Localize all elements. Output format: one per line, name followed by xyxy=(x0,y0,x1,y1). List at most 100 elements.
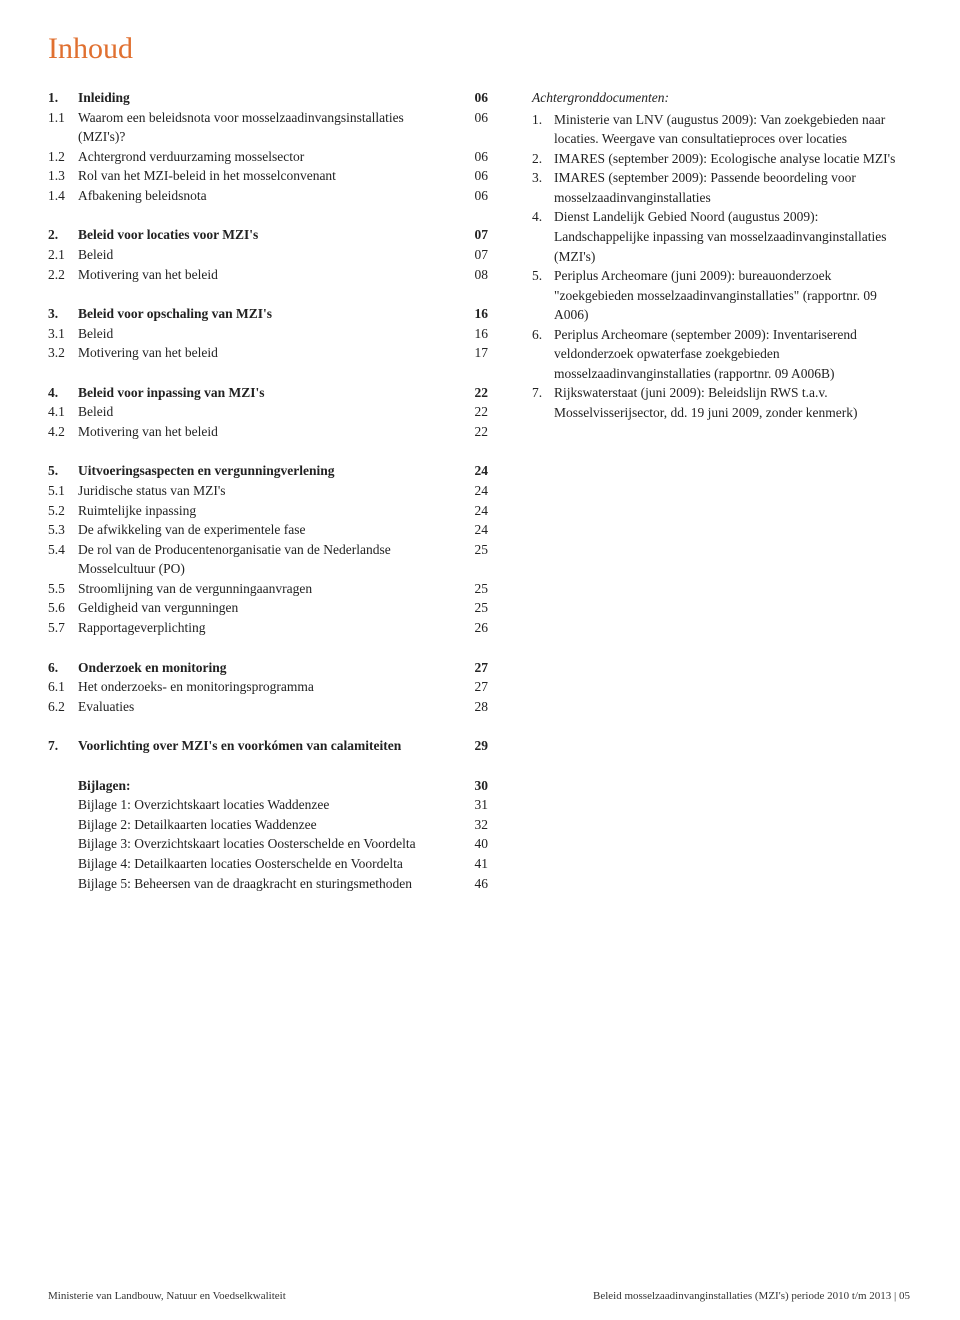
toc-page: 30 xyxy=(460,776,488,796)
toc-page: 24 xyxy=(460,520,488,540)
toc-text: Uitvoeringsaspecten en vergunningverleni… xyxy=(78,461,460,481)
toc-number: 4.2 xyxy=(48,422,78,442)
toc-number: 5.1 xyxy=(48,481,78,501)
toc-page: 17 xyxy=(460,343,488,363)
toc-text: Rapportageverplichting xyxy=(78,618,460,638)
toc-page: 28 xyxy=(460,697,488,717)
toc-text: Motivering van het beleid xyxy=(78,422,460,442)
toc-page: 25 xyxy=(460,540,488,579)
toc-page: 24 xyxy=(460,501,488,521)
toc-number xyxy=(48,795,78,815)
toc-text: De afwikkeling van de experimentele fase xyxy=(78,520,460,540)
toc-page: 16 xyxy=(460,324,488,344)
toc-number: 2.2 xyxy=(48,265,78,285)
toc-number: 4. xyxy=(48,383,78,403)
toc-text: Afbakening beleidsnota xyxy=(78,186,460,206)
toc-section: 2.Beleid voor locaties voor MZI's072.1Be… xyxy=(48,225,488,284)
toc-page: 40 xyxy=(460,834,488,854)
achtergrond-number: 6. xyxy=(532,325,554,384)
toc-text: Beleid xyxy=(78,245,460,265)
toc-number xyxy=(48,815,78,835)
toc-text: Onderzoek en monitoring xyxy=(78,658,460,678)
toc-number xyxy=(48,874,78,894)
toc-row: Bijlage 2: Detailkaarten locaties Wadden… xyxy=(48,815,488,835)
toc-page: 22 xyxy=(460,422,488,442)
page-title: Inhoud xyxy=(48,32,910,66)
achtergrond-text: Ministerie van LNV (augustus 2009): Van … xyxy=(554,110,902,149)
achtergrond-number: 4. xyxy=(532,207,554,266)
toc-number: 1. xyxy=(48,88,78,108)
achtergrond-number: 2. xyxy=(532,149,554,169)
achtergrond-text: IMARES (september 2009): Ecologische ana… xyxy=(554,149,902,169)
toc-row: 1.1Waarom een beleidsnota voor mosselzaa… xyxy=(48,108,488,147)
toc-text: Bijlage 5: Beheersen van de draagkracht … xyxy=(78,874,460,894)
toc-row: Bijlage 1: Overzichtskaart locaties Wadd… xyxy=(48,795,488,815)
toc-page: 06 xyxy=(460,108,488,147)
toc-row: 5.2Ruimtelijke inpassing24 xyxy=(48,501,488,521)
toc-number: 5. xyxy=(48,461,78,481)
achtergrond-title: Achtergronddocumenten: xyxy=(532,88,902,108)
content-columns: 1.Inleiding061.1Waarom een beleidsnota v… xyxy=(48,88,910,913)
achtergrond-number: 5. xyxy=(532,266,554,325)
toc-text: Ruimtelijke inpassing xyxy=(78,501,460,521)
toc-row: 1.2Achtergrond verduurzaming mosselsecto… xyxy=(48,147,488,167)
toc-page: 41 xyxy=(460,854,488,874)
toc-number: 2.1 xyxy=(48,245,78,265)
toc-page: 07 xyxy=(460,245,488,265)
toc-page: 26 xyxy=(460,618,488,638)
toc-section: 4.Beleid voor inpassing van MZI's224.1Be… xyxy=(48,383,488,442)
toc-page: 25 xyxy=(460,598,488,618)
toc-row: 5.Uitvoeringsaspecten en vergunningverle… xyxy=(48,461,488,481)
toc-text: Bijlage 4: Detailkaarten locaties Ooster… xyxy=(78,854,460,874)
toc-row: 1.Inleiding06 xyxy=(48,88,488,108)
toc-row: Bijlage 3: Overzichtskaart locaties Oost… xyxy=(48,834,488,854)
toc-text: Beleid voor inpassing van MZI's xyxy=(78,383,460,403)
toc-row: Bijlage 4: Detailkaarten locaties Ooster… xyxy=(48,854,488,874)
toc-row: 4.1Beleid22 xyxy=(48,402,488,422)
toc-text: Bijlagen: xyxy=(78,776,460,796)
toc-row: 3.2Motivering van het beleid17 xyxy=(48,343,488,363)
toc-row: 5.1Juridische status van MZI's24 xyxy=(48,481,488,501)
toc-text: Rol van het MZI-beleid in het mosselconv… xyxy=(78,166,460,186)
toc-number: 5.7 xyxy=(48,618,78,638)
toc-page: 16 xyxy=(460,304,488,324)
toc-text: Beleid voor opschaling van MZI's xyxy=(78,304,460,324)
toc-page: 32 xyxy=(460,815,488,835)
toc-section: 5.Uitvoeringsaspecten en vergunningverle… xyxy=(48,461,488,637)
toc-page: 22 xyxy=(460,402,488,422)
toc-row: 6.Onderzoek en monitoring27 xyxy=(48,658,488,678)
toc-page: 06 xyxy=(460,147,488,167)
toc-number: 5.3 xyxy=(48,520,78,540)
toc-text: Het onderzoeks- en monitoringsprogramma xyxy=(78,677,460,697)
toc-text: Geldigheid van vergunningen xyxy=(78,598,460,618)
toc-page: 06 xyxy=(460,88,488,108)
achtergrond-text: IMARES (september 2009): Passende beoord… xyxy=(554,168,902,207)
toc-row: 6.2Evaluaties28 xyxy=(48,697,488,717)
achtergrond-number: 7. xyxy=(532,383,554,422)
toc-row: 2.Beleid voor locaties voor MZI's07 xyxy=(48,225,488,245)
toc-number: 6. xyxy=(48,658,78,678)
toc-page: 29 xyxy=(460,736,488,756)
footer-left: Ministerie van Landbouw, Natuur en Voeds… xyxy=(48,1290,286,1302)
achtergrond-item: 7.Rijkswaterstaat (juni 2009): Beleidsli… xyxy=(532,383,902,422)
toc-text: Beleid xyxy=(78,402,460,422)
achtergrond-number: 3. xyxy=(532,168,554,207)
toc-number xyxy=(48,776,78,796)
achtergrond-item: 5.Periplus Archeomare (juni 2009): burea… xyxy=(532,266,902,325)
toc-text: Motivering van het beleid xyxy=(78,343,460,363)
toc-number: 3.2 xyxy=(48,343,78,363)
toc-text: Beleid voor locaties voor MZI's xyxy=(78,225,460,245)
toc-text: Bijlage 2: Detailkaarten locaties Wadden… xyxy=(78,815,460,835)
toc-number: 7. xyxy=(48,736,78,756)
toc-number: 5.4 xyxy=(48,540,78,579)
toc-number: 1.2 xyxy=(48,147,78,167)
toc-section: 6.Onderzoek en monitoring276.1Het onderz… xyxy=(48,658,488,717)
toc-text: Inleiding xyxy=(78,88,460,108)
achtergrond-item: 1.Ministerie van LNV (augustus 2009): Va… xyxy=(532,110,902,149)
achtergrond-item: 2.IMARES (september 2009): Ecologische a… xyxy=(532,149,902,169)
toc-row: 5.3De afwikkeling van de experimentele f… xyxy=(48,520,488,540)
toc-row: 2.2Motivering van het beleid08 xyxy=(48,265,488,285)
toc-number: 4.1 xyxy=(48,402,78,422)
toc-section: 7.Voorlichting over MZI's en voorkómen v… xyxy=(48,736,488,756)
toc-page: 08 xyxy=(460,265,488,285)
